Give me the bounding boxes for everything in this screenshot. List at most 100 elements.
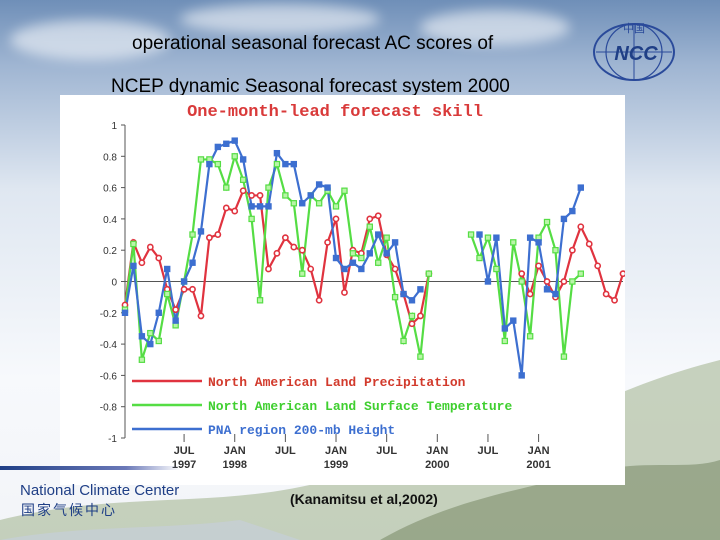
data-point [130, 240, 137, 248]
data-point [568, 246, 576, 254]
data-point [146, 243, 154, 251]
data-point [324, 184, 331, 191]
data-point [493, 234, 500, 241]
data-point [189, 285, 196, 293]
data-point [315, 181, 323, 188]
data-point [290, 200, 298, 207]
data-point [417, 353, 424, 360]
data-point [493, 265, 500, 273]
data-point [366, 223, 373, 230]
logo-cn-text: 中国 [623, 22, 645, 35]
footer-org-name-cn: 国家气候中心 [21, 502, 117, 518]
data-point [375, 231, 382, 238]
data-point [417, 312, 424, 320]
data-point [299, 270, 306, 277]
data-point [206, 160, 213, 168]
series-line [123, 152, 430, 361]
data-point [180, 285, 188, 293]
data-point [223, 140, 230, 147]
y-tick-label: -1 [108, 434, 117, 445]
data-point [298, 246, 306, 254]
data-point [391, 265, 399, 273]
data-point [315, 200, 323, 207]
data-point [577, 270, 584, 277]
data-point [366, 215, 374, 223]
data-point [425, 270, 433, 277]
data-point [476, 254, 483, 262]
data-point [569, 278, 576, 285]
data-point [248, 203, 255, 210]
y-tick-label: 0.8 [103, 152, 117, 163]
data-point [189, 259, 196, 266]
data-point [594, 262, 602, 270]
data-point [400, 290, 407, 298]
data-point [121, 309, 129, 316]
x-tick-label-year: 2001 [526, 459, 550, 471]
data-point [231, 207, 239, 215]
data-point [602, 290, 610, 298]
data-point [155, 254, 163, 262]
x-tick-label-month: JUL [376, 445, 397, 457]
data-point [484, 234, 492, 241]
data-point [611, 296, 618, 304]
data-point [155, 337, 162, 345]
data-point [560, 278, 568, 285]
data-point [214, 231, 222, 238]
x-tick-label-month: JUL [174, 445, 195, 457]
x-tick-label-month: JAN [426, 445, 448, 457]
data-point [349, 259, 357, 266]
data-point [138, 259, 146, 267]
data-point [172, 317, 179, 324]
data-point [467, 231, 475, 238]
data-point [349, 250, 357, 257]
chart-svg: One-month-lead forecast skill 1 0.8 0.6 0.4… [100, 103, 627, 471]
data-point [307, 192, 314, 199]
data-point [391, 239, 399, 246]
data-point [341, 289, 348, 296]
slide-title-line1: operational seasonal forecast AC scores … [132, 33, 494, 54]
x-tick-label-month: JAN [325, 445, 347, 457]
y-tick-label: 1 [111, 121, 117, 132]
data-point [358, 254, 365, 262]
data-point [400, 337, 407, 345]
data-point [197, 228, 205, 235]
data-point [510, 239, 517, 246]
data-point [383, 250, 390, 257]
y-tick-label: -0.2 [100, 309, 118, 320]
x-tick-label-month: JAN [528, 445, 550, 457]
data-point [256, 192, 264, 199]
data-point [248, 215, 255, 223]
footer-accent-bar [0, 466, 180, 470]
data-point [290, 243, 298, 251]
data-point [273, 149, 281, 157]
data-point [417, 286, 424, 293]
data-point [299, 200, 306, 207]
data-point [535, 239, 542, 246]
chart-title: One-month-lead forecast skill [187, 103, 483, 122]
citation: (Kanamitsu et al,2002) [290, 491, 438, 507]
data-point [147, 340, 154, 348]
data-point [543, 286, 551, 293]
logo-text: NCC [614, 43, 658, 65]
x-tick-label-year: 2000 [425, 459, 449, 471]
data-point [265, 265, 272, 273]
data-point [256, 203, 264, 210]
x-tick-label-year: 1999 [324, 459, 348, 471]
data-point [569, 207, 576, 215]
data-point [408, 297, 416, 304]
data-point [535, 262, 542, 270]
data-point [332, 254, 340, 262]
x-tick-label-month: JUL [275, 445, 296, 457]
data-point [526, 333, 534, 340]
data-point [577, 223, 585, 231]
data-point [290, 160, 298, 168]
data-point [552, 290, 559, 298]
data-point [214, 143, 222, 151]
data-point [164, 265, 171, 273]
y-tick-label: 0.4 [103, 215, 117, 226]
data-point [358, 265, 365, 273]
data-point [239, 187, 247, 195]
data-point [206, 234, 213, 242]
data-point [197, 312, 205, 320]
x-tick-label-year: 1998 [222, 459, 246, 471]
